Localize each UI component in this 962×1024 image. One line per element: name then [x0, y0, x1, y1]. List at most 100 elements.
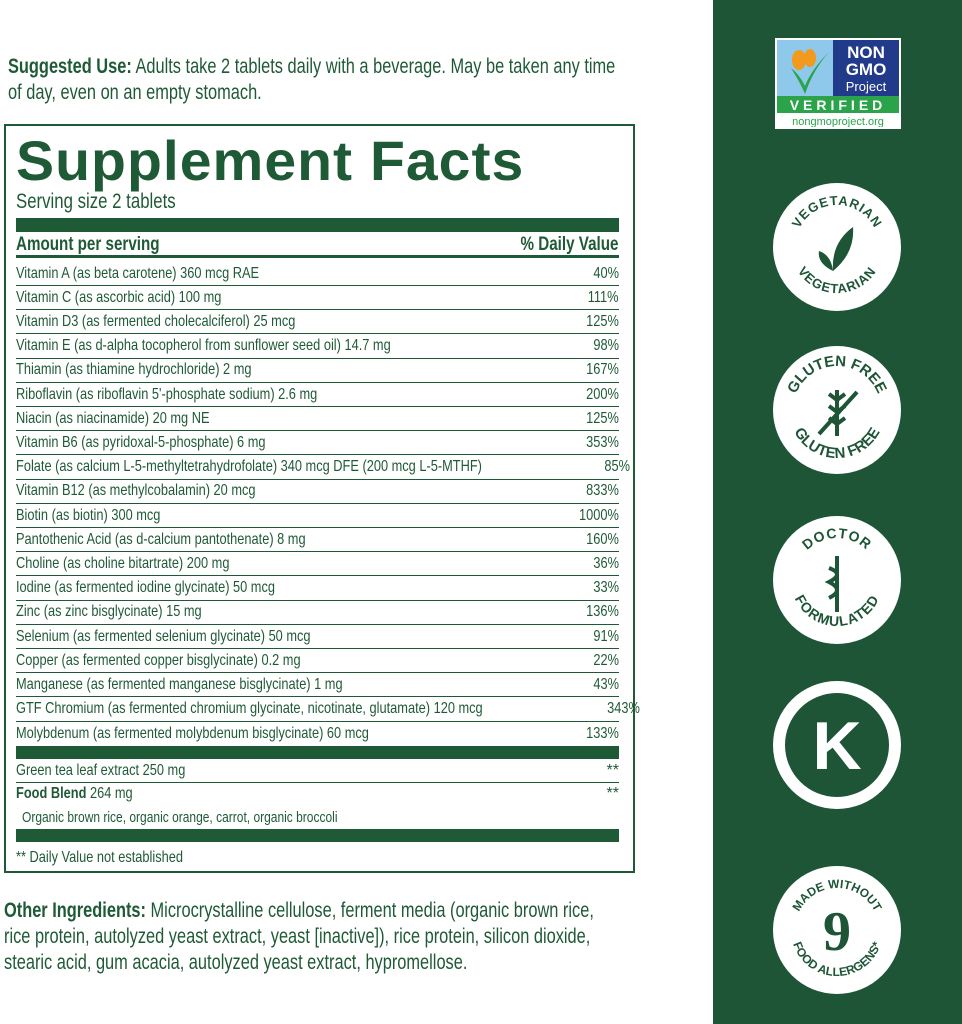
nutrient-row: Niacin (as niacinamide) 20 mg NE 125%: [16, 407, 619, 432]
nutrient-row: GTF Chromium (as fermented chromium glyc…: [16, 698, 640, 722]
nutrient-name: Pantothenic Acid (as d-calcium pantothen…: [16, 530, 306, 548]
nutrient-dv: 111%: [588, 288, 619, 306]
nutrient-dv: 1000%: [579, 506, 619, 524]
nutrient-row: Vitamin A (as beta carotene) 360 mcg RAE…: [16, 262, 619, 286]
nutrient-name: Vitamin E (as d-alpha tocopherol from su…: [16, 337, 391, 355]
suggested-use-text: Adults take 2 tablets daily with a bever…: [8, 55, 616, 104]
other-ingredients-label: Other Ingredients:: [4, 899, 146, 922]
nutrient-name: Zinc (as zinc bisglycinate) 15 mg: [16, 603, 202, 621]
dv-header: % Daily Value: [520, 234, 619, 255]
nutrient-row: Manganese (as fermented manganese bisgly…: [16, 673, 619, 698]
non-gmo-verified-logo: NON GMO Project VERIFIED nongmoproject.o…: [775, 38, 901, 129]
nutrient-row: Vitamin C (as ascorbic acid) 100 mg 111%: [16, 286, 619, 311]
nutrient-dv: 353%: [586, 433, 619, 451]
wheat-crossed-icon: [817, 390, 859, 436]
allergen-free-badge: MADE WITHOUT FOOD ALLERGENS* 9: [773, 866, 901, 994]
serving-size: Serving size 2 tablets: [16, 190, 176, 213]
amount-header: Amount per serving: [16, 234, 160, 255]
suggested-use: Suggested Use: Adults take 2 tablets dai…: [8, 54, 768, 106]
vegetarian-badge: VEGETARIAN VEGETARIAN: [773, 183, 901, 311]
nutrient-name: Vitamin A (as beta carotene) 360 mcg RAE: [16, 264, 260, 282]
nutrient-name: GTF Chromium (as fermented chromium glyc…: [16, 700, 483, 718]
nutrient-dv: 125%: [586, 409, 619, 427]
nutrient-dv: 91%: [593, 627, 619, 645]
kosher-badge: K: [773, 681, 901, 809]
nutrient-name: Niacin (as niacinamide) 20 mg NE: [16, 409, 210, 427]
nutrient-name: Vitamin D3 (as fermented cholecalciferol…: [16, 312, 296, 330]
nutrient-row: Vitamin D3 (as fermented cholecalciferol…: [16, 310, 619, 335]
nutrient-name: Choline (as choline bitartrate) 200 mg: [16, 554, 230, 572]
nutrient-dv: 22%: [593, 651, 619, 669]
svg-text:VEGETARIAN: VEGETARIAN: [789, 193, 886, 231]
svg-text:9: 9: [823, 901, 851, 963]
divider-bar: [16, 218, 619, 232]
column-header: Amount per serving % Daily Value: [16, 234, 619, 258]
svg-text:DOCTOR: DOCTOR: [799, 525, 875, 553]
nutrient-row: Zinc (as zinc bisglycinate) 15 mg 136%: [16, 601, 619, 625]
supplement-facts-panel: Supplement Facts Serving size 2 tablets …: [4, 124, 640, 873]
nutrient-row: Riboflavin (as riboflavin 5'-phosphate s…: [16, 383, 619, 407]
food-blend-ingredients: Organic brown rice, organic orange, carr…: [22, 808, 338, 826]
nutrient-name: Selenium (as fermented selenium glycinat…: [16, 627, 311, 645]
nutrient-dv: 98%: [593, 337, 619, 355]
green-tea-row: Green tea leaf extract 250 mg **: [16, 759, 619, 783]
nutrient-row: Copper (as fermented copper bisglycinate…: [16, 649, 619, 674]
other-ingredients: Other Ingredients: Microcrystalline cell…: [4, 898, 764, 976]
nutrient-row: Vitamin B12 (as methylcobalamin) 20 mcg 8…: [16, 480, 619, 504]
nutrient-name: Vitamin B12 (as methylcobalamin) 20 mcg: [16, 482, 256, 500]
nutrient-row: Vitamin B6 (as pyridoxal-5-phosphate) 6 …: [16, 431, 619, 456]
food-blend-row: Food Blend 264 mg **: [16, 785, 619, 802]
nutrient-row: Thiamin (as thiamine hydrochloride) 2 mg…: [16, 359, 619, 383]
nutrient-dv: 833%: [586, 482, 619, 500]
nutrient-dv: 125%: [586, 312, 619, 330]
footnote: ** Daily Value not established: [16, 849, 183, 866]
nutrient-row: Molybdenum (as fermented molybdenum bisg…: [16, 722, 619, 746]
leaf-icon: [818, 227, 854, 271]
nutrient-name: Copper (as fermented copper bisglycinate…: [16, 651, 301, 669]
nutrient-name: Riboflavin (as riboflavin 5'-phosphate s…: [16, 385, 318, 403]
nutrient-name: Manganese (as fermented manganese bisgly…: [16, 675, 343, 693]
nutrient-name: Vitamin B6 (as pyridoxal-5-phosphate) 6 …: [16, 433, 266, 451]
nutrient-dv: 36%: [593, 554, 619, 572]
nutrient-row: Vitamin E (as d-alpha tocopherol from su…: [16, 335, 619, 359]
nutrient-name: Biotin (as biotin) 300 mcg: [16, 506, 161, 524]
svg-text:nongmoproject.org: nongmoproject.org: [792, 116, 884, 127]
nutrient-dv: 133%: [586, 724, 619, 742]
other-ingredients-text: Microcrystalline cellulose, ferment medi…: [4, 899, 594, 974]
nutrient-name: Thiamin (as thiamine hydrochloride) 2 mg: [16, 361, 252, 379]
svg-text:VEGETARIAN: VEGETARIAN: [795, 264, 879, 297]
nutrient-row: Folate (as calcium L-5-methyltetrahydrof…: [16, 456, 630, 480]
nutrient-row: Choline (as choline bitartrate) 200 mg 36…: [16, 552, 619, 577]
nutrient-name: Vitamin C (as ascorbic acid) 100 mg: [16, 288, 222, 306]
divider-bar: [16, 746, 619, 759]
gluten-free-badge: GLUTEN FREE GLUTEN FREE: [773, 346, 901, 474]
nutrient-name: Folate (as calcium L-5-methyltetrahydrof…: [16, 458, 482, 476]
svg-text:GLUTEN FREE: GLUTEN FREE: [784, 353, 890, 396]
nutrient-row: Iodine (as fermented iodine glycinate) 5…: [16, 577, 619, 601]
nutrient-row: Pantothenic Acid (as d-calcium pantothen…: [16, 528, 619, 553]
nutrient-name: Iodine (as fermented iodine glycinate) 5…: [16, 579, 275, 597]
nutrient-dv: 33%: [593, 579, 619, 597]
svg-text:NON: NON: [847, 43, 885, 62]
badge-sidebar: NON GMO Project VERIFIED nongmoproject.o…: [713, 0, 962, 1024]
nutrient-dv: 167%: [586, 361, 619, 379]
nutrient-row: Biotin (as biotin) 300 mcg 1000%: [16, 504, 619, 528]
panel-title: Supplement Facts: [16, 129, 525, 192]
nutrient-dv: 200%: [586, 385, 619, 403]
svg-text:VERIFIED: VERIFIED: [790, 97, 887, 113]
divider-bar: [16, 829, 619, 842]
nutrient-dv: 40%: [593, 264, 619, 282]
doctor-formulated-badge: DOCTOR FORMULATED: [773, 516, 901, 644]
nutrient-row: Selenium (as fermented selenium glycinat…: [16, 625, 619, 649]
svg-text:K: K: [812, 708, 861, 784]
nutrient-name: Molybdenum (as fermented molybdenum bisg…: [16, 724, 369, 742]
nutrient-dv: 343%: [607, 700, 641, 718]
nutrient-dv: 85%: [604, 458, 631, 476]
svg-text:Project: Project: [846, 79, 887, 94]
nutrient-dv: 160%: [586, 530, 619, 548]
svg-text:GMO: GMO: [846, 60, 887, 79]
caduceus-icon: [824, 556, 839, 612]
suggested-use-label: Suggested Use:: [8, 55, 132, 78]
nutrient-dv: 136%: [586, 603, 619, 621]
nutrient-dv: 43%: [593, 675, 619, 693]
